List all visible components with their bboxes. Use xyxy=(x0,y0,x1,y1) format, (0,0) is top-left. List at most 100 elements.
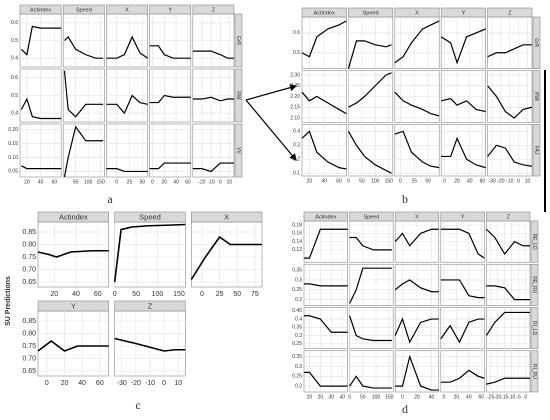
y-tick-label: 0.5 xyxy=(11,38,18,44)
x-tick-label: -15 xyxy=(501,394,508,400)
panel xyxy=(114,221,186,288)
x-tick-label: 20 xyxy=(318,394,324,400)
row-label: VV xyxy=(235,147,241,154)
curve xyxy=(440,279,485,299)
x-tick-label: 20 xyxy=(454,178,460,184)
curve xyxy=(304,371,348,387)
strip xyxy=(37,300,109,312)
facet-label: Actindex xyxy=(30,7,51,13)
curve xyxy=(301,130,347,170)
y-tick-label: 0.1 xyxy=(293,171,300,177)
strip xyxy=(530,350,539,393)
panel xyxy=(349,263,394,306)
y-tick-label: 0.80 xyxy=(22,241,36,248)
x-tick-label: 40 xyxy=(466,394,472,400)
x-tick-label: 100 xyxy=(372,394,381,400)
panel-label: c xyxy=(135,398,140,412)
facet-label: Y xyxy=(71,301,76,310)
strip xyxy=(192,4,235,15)
y-tick-label: 0.10 xyxy=(8,155,18,161)
x-tick-label: 40 xyxy=(339,394,345,400)
x-tick-label: 50 xyxy=(233,291,241,298)
x-tick-label: 100 xyxy=(371,178,380,184)
y-tick-label: 0.65 xyxy=(22,279,36,286)
facet-label: Actindex xyxy=(59,212,88,221)
x-tick-label: 60 xyxy=(336,178,342,184)
strip xyxy=(62,4,105,15)
curve xyxy=(113,223,186,283)
curve xyxy=(440,228,485,259)
y-tick-label: 0.18 xyxy=(292,222,302,228)
curve xyxy=(394,228,439,247)
curve xyxy=(106,35,148,59)
strip xyxy=(530,307,539,350)
facet-label: Z xyxy=(148,301,153,310)
y-tick-label: 0.20 xyxy=(8,127,18,133)
arrow xyxy=(245,84,298,101)
y-axis-label: SU Predictions xyxy=(5,276,12,326)
strip xyxy=(530,220,539,263)
x-tick-label: 100 xyxy=(152,291,164,298)
curve xyxy=(304,228,348,259)
y-tick-label: 0.6 xyxy=(11,20,18,26)
curve xyxy=(486,377,530,385)
x-tick-label: 40 xyxy=(72,291,80,298)
y-tick-label: 0.2 xyxy=(295,297,302,303)
facet-label: X xyxy=(415,214,419,220)
y-tick-label: 0.6 xyxy=(11,75,18,81)
x-tick-label: 0 xyxy=(401,394,404,400)
x-tick-label: 20 xyxy=(24,179,30,185)
curve xyxy=(21,165,62,170)
y-tick-label: 0.5 xyxy=(11,93,18,99)
y-tick-label: 0.35 xyxy=(292,267,302,273)
y-tick-label: 0.35 xyxy=(292,354,302,360)
facet-label: Actindex xyxy=(314,10,335,16)
curve xyxy=(149,162,191,170)
x-tick-label: 20 xyxy=(454,394,460,400)
curve xyxy=(486,285,530,301)
facet-label: Speed xyxy=(76,7,92,13)
x-tick-label: 0 xyxy=(200,291,204,298)
curve xyxy=(347,40,392,69)
x-tick-label: 20 xyxy=(414,394,420,400)
strip xyxy=(394,7,440,18)
panel xyxy=(348,124,394,177)
strip xyxy=(106,4,148,15)
y-tick-label: 0.2 xyxy=(295,383,302,389)
y-tick-label: 2.20 xyxy=(290,94,300,100)
x-tick-label: 50 xyxy=(73,179,79,185)
x-tick-label: 40 xyxy=(78,380,86,387)
x-tick-label: -20 xyxy=(494,394,501,400)
row-label: RI_LD xyxy=(531,321,537,336)
facet-label: Speed xyxy=(363,10,379,16)
panel xyxy=(486,350,531,393)
y-tick-label: 0.12 xyxy=(292,247,302,253)
y-tick-label: 0.16 xyxy=(292,231,302,237)
curve xyxy=(63,125,104,178)
panel xyxy=(191,221,263,288)
x-tick-label: 60 xyxy=(185,179,191,185)
x-tick-label: 60 xyxy=(52,179,58,185)
curve xyxy=(304,283,348,287)
panel-label: b xyxy=(402,192,408,206)
curve xyxy=(301,91,347,115)
row-label: FAJ xyxy=(533,146,539,155)
row-label: RE_LD xyxy=(531,234,537,251)
x-tick-label: 25 xyxy=(411,178,417,184)
curve xyxy=(394,20,440,64)
strip xyxy=(532,70,541,123)
curve xyxy=(301,20,347,58)
panel xyxy=(440,16,486,69)
row-label: GrR xyxy=(533,38,539,48)
x-tick-label: 50 xyxy=(132,291,140,298)
y-tick-label: 0.3 xyxy=(295,364,302,370)
row-label: GrR xyxy=(235,36,241,46)
x-tick-label: 40 xyxy=(38,179,44,185)
x-tick-label: 25 xyxy=(127,179,133,185)
curve xyxy=(441,136,486,169)
panel xyxy=(303,350,348,393)
x-tick-label: -30 xyxy=(488,178,495,184)
x-tick-label: 50 xyxy=(425,178,431,184)
x-tick-label: 75 xyxy=(251,291,259,298)
panel xyxy=(440,350,485,393)
